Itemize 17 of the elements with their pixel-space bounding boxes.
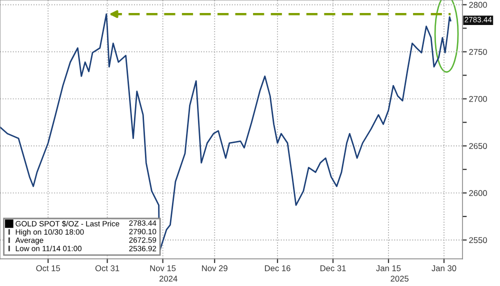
x-tick-label: Jan 30: [432, 265, 456, 272]
line-series: [0, 13, 452, 253]
text: 2024: [160, 276, 178, 282]
y-tick-label: 2650: [469, 143, 487, 149]
y-tick-label: 2600: [469, 190, 487, 196]
y-tick-label: 2700: [469, 96, 487, 102]
x-tick-label: Dec 16: [264, 265, 290, 272]
y-tick-label: 2750: [469, 48, 487, 55]
x-tick-label: Jan 15: [376, 265, 401, 272]
x-tick-label: Oct 15: [36, 265, 60, 272]
y-tick-label: 2550: [469, 237, 487, 244]
x-tick-label: Oct 31: [95, 265, 120, 272]
x-tick-label: Nov 29: [202, 265, 228, 272]
x-tick-label: Nov 15: [150, 265, 176, 272]
text: 2025: [390, 276, 409, 282]
x-tick-label: Dec 31: [320, 265, 346, 272]
y-tick-label: 2800: [469, 2, 487, 8]
